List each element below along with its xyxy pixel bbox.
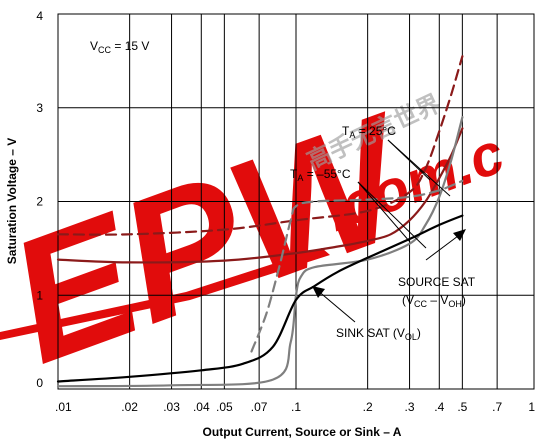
series-line-4	[250, 179, 464, 353]
y-tick-label: 4	[36, 9, 43, 23]
vcc-annotation: VCC = 15 V	[90, 39, 149, 55]
source-sat-sublabel: (VCC – VOH)	[402, 293, 466, 309]
series-layer	[56, 55, 464, 388]
x-tick-label: .07	[251, 400, 268, 414]
plot-frame	[57, 13, 535, 390]
x-tick-label: .2	[363, 400, 373, 414]
x-axis-ticks: .01 .02 .03 .04 .05 .07 .1 .2 .3 .4 .5 .7 1	[55, 400, 535, 414]
y-axis-ticks: 0 1 2 3 4	[36, 9, 43, 390]
x-tick-label: .01	[55, 400, 72, 414]
y-tick-label: 0	[36, 376, 43, 390]
watermark-ribbon	[0, 248, 330, 340]
x-tick-label: .7	[492, 400, 502, 414]
x-tick-label: .05	[216, 400, 233, 414]
x-tick-label: .1	[291, 400, 301, 414]
leader-ta55-2	[357, 181, 427, 249]
y-tick-label: 2	[36, 195, 43, 209]
source-arrowhead	[453, 229, 466, 241]
series-line-3	[56, 116, 464, 388]
x-tick-label: .04	[193, 400, 210, 414]
y-tick-label: 3	[36, 101, 43, 115]
source-arrow-line	[425, 232, 463, 261]
x-tick-label: .02	[121, 400, 138, 414]
watermark: EPW .com.c 高手无言世界	[0, 77, 512, 401]
leader-ta55-1	[357, 181, 411, 243]
ta55-annotation: TA = –55°C	[290, 167, 351, 183]
y-axis-title: Saturation Voltage – V	[5, 138, 19, 264]
x-tick-label: .03	[163, 400, 180, 414]
ta25-annotation: TA = 25°C	[342, 124, 396, 140]
series-line-5	[56, 214, 464, 383]
leader-ta25-2	[387, 139, 451, 197]
series-line-2	[56, 55, 464, 236]
x-tick-label: 1	[528, 400, 535, 414]
x-axis-title: Output Current, Source or Sink – A	[203, 425, 402, 439]
grid	[58, 14, 534, 389]
sink-sat-label: SINK SAT (VOL)	[336, 326, 421, 342]
leader-lines	[357, 139, 451, 249]
sink-arrowhead	[312, 286, 325, 298]
x-tick-label: .3	[405, 400, 415, 414]
x-tick-label: .4	[434, 400, 444, 414]
source-sat-label: SOURCE SAT	[398, 275, 476, 289]
x-tick-label: .5	[457, 400, 467, 414]
y-tick-label: 1	[36, 288, 43, 302]
sink-arrow-line	[316, 289, 356, 323]
series-line-1	[56, 127, 464, 264]
annotation-arrows	[312, 229, 466, 323]
